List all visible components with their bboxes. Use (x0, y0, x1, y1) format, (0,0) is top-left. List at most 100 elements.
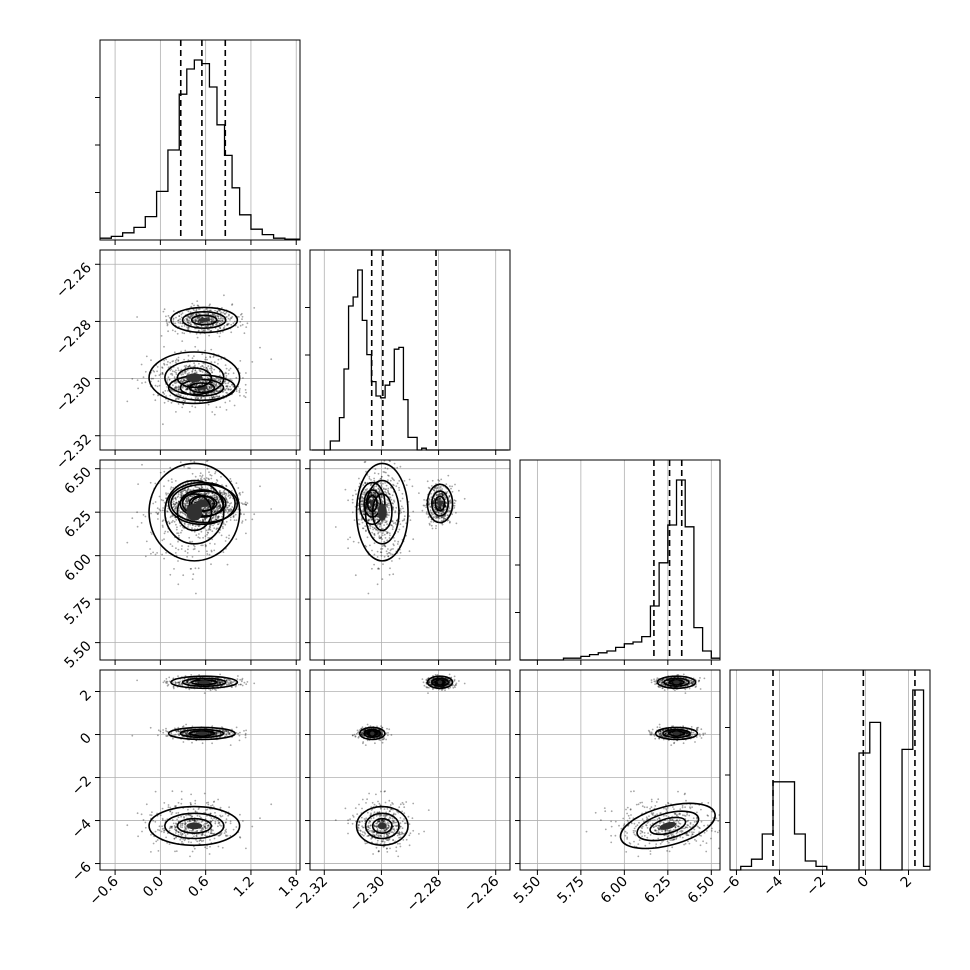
sample-point (157, 380, 160, 383)
sample-point (204, 349, 206, 352)
sample-point (204, 506, 207, 509)
sample-point (161, 539, 164, 542)
sample-point (432, 502, 435, 505)
sample-point (226, 563, 229, 566)
sample-point (210, 500, 212, 503)
sample-point (136, 511, 139, 514)
sample-point (202, 390, 205, 392)
sample-point (433, 499, 435, 502)
sample-point (217, 516, 220, 519)
sample-point (218, 500, 220, 503)
sample-point (357, 504, 360, 507)
sample-point (430, 524, 433, 527)
sample-point (189, 495, 192, 497)
sample-point (362, 493, 364, 496)
sample-point (154, 553, 157, 556)
sample-point (208, 309, 211, 312)
sample-point (235, 482, 238, 484)
sample-point (214, 516, 217, 519)
sample-point (187, 319, 190, 322)
sample-point (156, 385, 159, 388)
sample-point (194, 401, 197, 403)
sample-point (188, 316, 191, 319)
sample-point (224, 830, 227, 832)
sample-point (181, 332, 184, 334)
sample-point (207, 537, 210, 539)
sample-point (211, 313, 214, 316)
sample-point (216, 498, 219, 501)
sample-point (177, 831, 180, 834)
sample-point (362, 527, 365, 530)
scatter-panel-1-0: −2.32−2.30−2.28−2.26 (53, 249, 301, 473)
panel-frame (519, 459, 721, 661)
sample-point (387, 490, 390, 493)
sample-point (164, 530, 167, 533)
sample-point (214, 518, 217, 520)
sample-point (193, 460, 196, 463)
sample-point (222, 730, 225, 733)
sample-point (433, 499, 436, 501)
sample-point (369, 498, 372, 501)
sample-point (217, 315, 220, 318)
sample-point (214, 395, 217, 398)
sample-point (199, 830, 202, 832)
sample-point (180, 313, 183, 316)
sample-point (187, 545, 190, 548)
sample-point (167, 390, 169, 392)
sample-point (227, 510, 230, 513)
sample-point (172, 317, 175, 320)
sample-point (380, 502, 383, 505)
sample-point (195, 592, 197, 595)
sample-point (217, 501, 220, 504)
sample-point (377, 472, 380, 475)
sample-point (216, 682, 219, 685)
sample-point (382, 487, 385, 490)
sample-point (184, 503, 186, 506)
sample-point (156, 512, 159, 515)
sample-point (399, 500, 402, 502)
sample-point (229, 502, 231, 505)
sample-point (380, 491, 382, 494)
sample-point (387, 479, 389, 481)
sample-point (451, 485, 453, 488)
sample-point (209, 542, 211, 545)
sample-point (197, 308, 200, 310)
sample-point (167, 376, 170, 379)
sample-point (180, 520, 183, 523)
sample-point (167, 330, 170, 333)
sample-point (205, 308, 208, 311)
sample-point (173, 825, 176, 827)
sample-point (371, 493, 374, 495)
sample-point (173, 568, 175, 570)
sample-point (225, 409, 228, 411)
sample-point (208, 317, 211, 320)
sample-point (219, 320, 222, 322)
sample-point (427, 516, 430, 519)
sample-point (363, 513, 366, 516)
sample-point (219, 736, 221, 738)
sample-point (388, 507, 390, 509)
sample-point (205, 477, 208, 479)
sample-point (204, 397, 207, 399)
sample-point (194, 389, 196, 391)
sample-point (206, 822, 208, 824)
sample-point (379, 522, 382, 525)
sample-point (442, 518, 445, 521)
sample-point (197, 312, 200, 315)
sample-point (454, 500, 457, 502)
sample-point (193, 545, 196, 548)
sample-point (220, 833, 223, 836)
sample-point (361, 503, 363, 506)
sample-point (186, 498, 188, 501)
sample-point (213, 361, 216, 364)
sample-point (157, 518, 159, 520)
sample-point (172, 497, 175, 500)
sample-point (195, 681, 198, 683)
sample-point (126, 824, 129, 827)
sample-point (215, 518, 218, 521)
sample-point (153, 452, 155, 454)
sample-point (385, 530, 388, 533)
sample-point (175, 812, 178, 814)
sample-point (181, 385, 184, 388)
sample-point (361, 496, 363, 499)
